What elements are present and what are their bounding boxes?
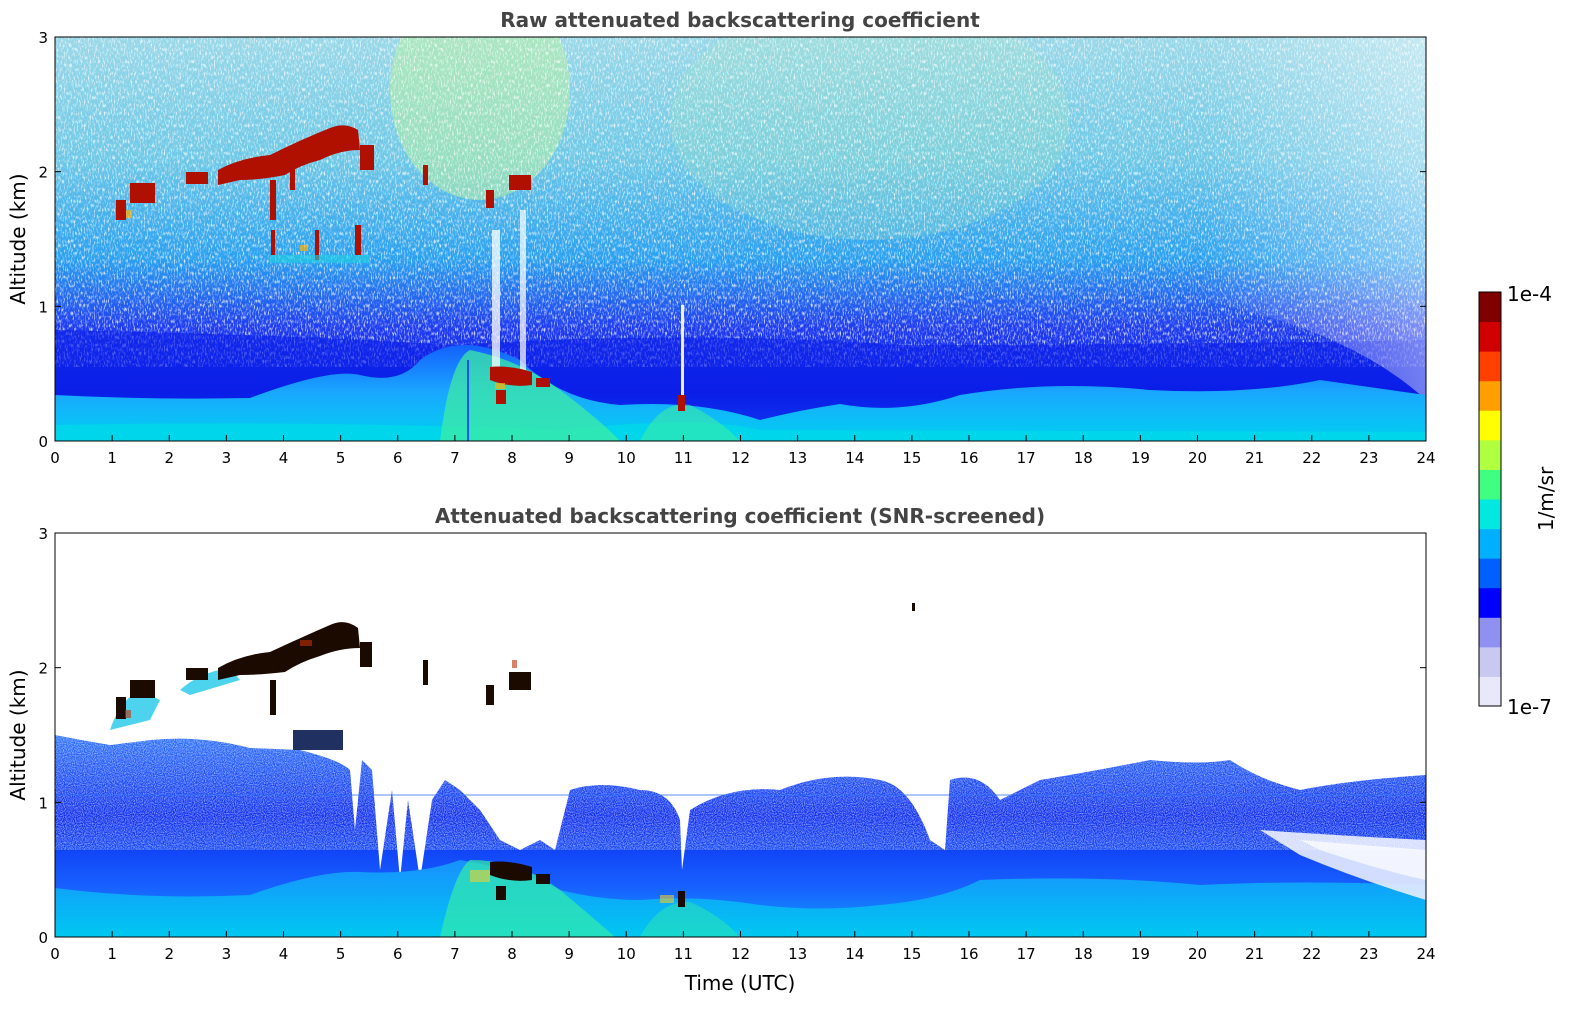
panel-raw-ylabel: Altitude (km)	[6, 173, 30, 304]
x-tick-label: 21	[1245, 945, 1264, 963]
x-tick-label: 1	[107, 945, 117, 963]
y-tick-label: 2	[38, 660, 48, 678]
x-tick-label: 2	[164, 449, 174, 467]
x-tick-label: 18	[1074, 449, 1093, 467]
colorbar-step	[1479, 380, 1501, 411]
panel-raw-title: Raw attenuated backscattering coefficien…	[500, 8, 980, 32]
x-tick-label: 24	[1416, 945, 1435, 963]
x-tick-label: 11	[674, 449, 693, 467]
y-tick-label: 3	[38, 29, 48, 47]
x-tick-label: 14	[845, 945, 864, 963]
x-tick-label: 6	[393, 449, 403, 467]
x-tick-label: 8	[507, 449, 517, 467]
panel-screened-heatmap	[55, 533, 1426, 937]
panel-screened-xlabel: Time (UTC)	[684, 971, 796, 995]
panel-screened: Attenuated backscattering coefficient (S…	[6, 504, 1436, 995]
x-tick-label: 20	[1188, 945, 1207, 963]
colorbar-step	[1479, 321, 1501, 352]
x-tick-label: 12	[731, 945, 750, 963]
x-tick-label: 11	[674, 945, 693, 963]
x-tick-label: 20	[1188, 449, 1207, 467]
colorbar-frame	[1478, 291, 1502, 707]
colorbar-step	[1479, 499, 1501, 530]
colorbar-step	[1479, 351, 1501, 382]
colorbar: 1e-4 1e-7 1/m/sr	[1478, 282, 1558, 719]
colorbar-step	[1479, 587, 1501, 618]
x-tick-label: 3	[222, 945, 232, 963]
y-tick-label: 2	[38, 164, 48, 182]
x-tick-label: 10	[617, 449, 636, 467]
x-tick-label: 17	[1017, 449, 1036, 467]
x-tick-label: 4	[279, 449, 289, 467]
x-tick-label: 16	[959, 945, 978, 963]
x-tick-label: 19	[1131, 945, 1150, 963]
x-tick-label: 23	[1359, 945, 1378, 963]
colorbar-steps	[1479, 292, 1501, 707]
y-tick-label: 0	[38, 433, 48, 451]
x-tick-label: 0	[50, 449, 60, 467]
x-tick-label: 18	[1074, 945, 1093, 963]
x-tick-label: 7	[450, 449, 460, 467]
panel-raw: Raw attenuated backscattering coefficien…	[6, 8, 1436, 467]
x-tick-label: 23	[1359, 449, 1378, 467]
x-tick-label: 17	[1017, 945, 1036, 963]
panel-raw-axes: 0 1 2 3 4 5 6 7 8 9 10 11 12 13 14 15 16 17 18 19 20 21 22 23 24…	[38, 29, 1435, 467]
x-tick-label: 13	[788, 449, 807, 467]
y-tick-label: 0	[38, 929, 48, 947]
panel-raw-clouds	[116, 125, 685, 411]
colorbar-step	[1479, 617, 1501, 648]
x-tick-label: 14	[845, 449, 864, 467]
x-tick-label: 4	[279, 945, 289, 963]
panel-raw-heatmap	[55, 37, 1426, 441]
x-tick-label: 9	[564, 945, 574, 963]
x-tick-label: 13	[788, 945, 807, 963]
colorbar-step	[1479, 469, 1501, 500]
x-tick-label: 0	[50, 945, 60, 963]
x-tick-label: 3	[222, 449, 232, 467]
x-tick-label: 1	[107, 449, 117, 467]
x-tick-label: 16	[959, 449, 978, 467]
x-tick-label: 19	[1131, 449, 1150, 467]
colorbar-step	[1479, 558, 1501, 589]
panel-screened-ylabel: Altitude (km)	[6, 669, 30, 800]
x-tick-label: 9	[564, 449, 574, 467]
x-tick-label: 8	[507, 945, 517, 963]
colorbar-unit-label: 1/m/sr	[1534, 466, 1558, 531]
x-tick-label: 7	[450, 945, 460, 963]
panel-screened-title: Attenuated backscattering coefficient (S…	[435, 504, 1045, 528]
x-tick-label: 6	[393, 945, 403, 963]
colorbar-min-label: 1e-7	[1507, 695, 1552, 719]
colorbar-step	[1479, 676, 1501, 707]
x-tick-label: 10	[617, 945, 636, 963]
x-tick-label: 12	[731, 449, 750, 467]
x-tick-label: 2	[164, 945, 174, 963]
panel-screened-clouds	[116, 603, 915, 907]
x-tick-label: 15	[902, 449, 921, 467]
y-tick-label: 3	[38, 525, 48, 543]
colorbar-max-label: 1e-4	[1507, 282, 1552, 306]
y-tick-label: 1	[38, 298, 48, 316]
colorbar-step	[1479, 410, 1501, 441]
colorbar-step	[1479, 646, 1501, 677]
x-tick-label: 15	[902, 945, 921, 963]
x-tick-label: 24	[1416, 449, 1435, 467]
x-tick-label: 22	[1302, 449, 1321, 467]
x-tick-label: 21	[1245, 449, 1264, 467]
colorbar-step	[1479, 439, 1501, 470]
x-tick-label: 5	[336, 945, 346, 963]
x-tick-label: 22	[1302, 945, 1321, 963]
colorbar-step	[1479, 528, 1501, 559]
y-tick-label: 1	[38, 794, 48, 812]
panel-screened-axes: 0 1 2 3 4 5 6 7 8 9 10 11 12 13 14 15 16 17 18 19 20 21 22 23 24…	[38, 525, 1435, 963]
x-tick-label: 5	[336, 449, 346, 467]
colorbar-step	[1479, 292, 1501, 323]
